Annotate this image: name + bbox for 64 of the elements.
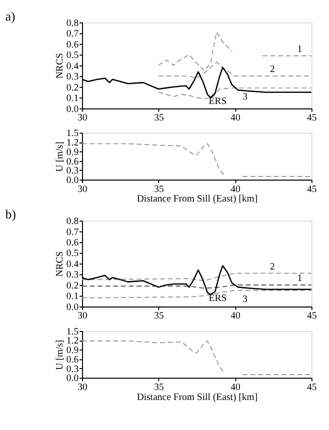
series-label: ERS [208,96,227,107]
y-tick-label: 0.3 [66,270,79,281]
x-tick-label: 35 [154,184,164,195]
x-tick-label: 45 [307,112,317,124]
y-tick-label: 1.2 [66,138,79,149]
y-tick-label: 0.6 [66,156,79,168]
x-tick-label: 40 [230,184,240,195]
y-tick-label: 1.5 [66,128,79,140]
y-axis-title: NRCS [54,251,66,277]
y-tick-label: 0.2 [66,280,79,292]
x-tick-label: 40 [230,310,240,322]
y-tick-label: 0.3 [66,166,79,177]
x-tick-label: 30 [78,310,88,322]
series-label: 3 [242,92,248,103]
x-tick-label: 45 [307,310,317,322]
x-tick-label: 30 [78,382,88,393]
y-tick-label: 0.9 [66,345,79,356]
y-tick-label: 0.7 [66,28,79,40]
x-tick-label: 30 [78,112,88,124]
x-axis-title: Distance From Sill (East) [km] [136,392,258,403]
line-series [158,87,312,100]
x-tick-label: 45 [307,184,317,195]
y-tick-label: 0.0 [66,373,79,384]
x-tick-label: 35 [154,382,164,393]
y-axis-title: U [m/s] [54,340,66,370]
y-tick-label: 1.5 [66,326,79,338]
y-tick-label: 0.1 [66,291,79,302]
y-tick-label: 0.6 [66,238,79,249]
y-axis-title: U [m/s] [54,142,66,172]
y-tick-label: 0.3 [66,72,79,83]
series-label: 1 [297,44,302,55]
x-axis-title: Distance From Sill (East) [km] [136,194,258,205]
y-tick-label: 0.4 [66,258,79,270]
y-tick-label: 0.6 [66,354,79,366]
y-tick-label: 0.4 [66,60,79,72]
series-label: 1 [297,273,302,284]
chart-title: a) [5,9,16,24]
y-tick-label: 0.0 [66,302,79,313]
y-axis-title: NRCS [54,53,66,79]
y-tick-label: 0.5 [66,50,79,62]
y-tick-label: 0.0 [66,104,79,115]
series-label: ERS [208,293,227,304]
line-series [82,272,312,282]
series-label: 2 [270,261,275,272]
y-tick-label: 0.2 [66,82,79,94]
x-tick-label: 40 [230,382,240,393]
x-tick-label: 30 [78,184,88,195]
y-tick-label: 0.7 [66,226,79,238]
y-tick-label: 0.8 [66,18,79,29]
series-label: 3 [242,294,248,306]
y-tick-label: 0.9 [66,146,79,158]
y-tick-label: 1.2 [66,336,79,347]
y-tick-label: 0.1 [66,93,79,104]
y-tick-label: 0.5 [66,248,79,260]
x-tick-label: 40 [230,112,240,124]
y-tick-label: 0.8 [66,216,79,228]
x-tick-label: 45 [307,382,317,393]
series-label: 2 [270,64,275,76]
y-tick-label: 0.3 [66,364,79,375]
x-tick-label: 35 [154,310,164,322]
chart-title: b) [5,208,16,222]
y-tick-label: 0.0 [66,175,79,186]
y-tick-label: 0.6 [66,39,79,50]
x-tick-label: 35 [154,112,164,124]
